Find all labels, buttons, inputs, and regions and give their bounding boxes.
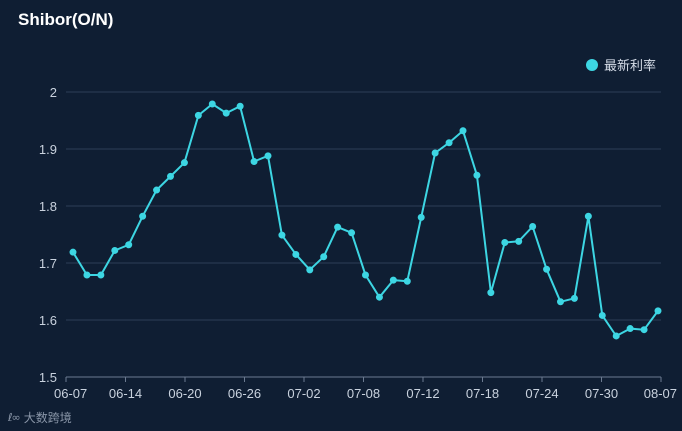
data-point bbox=[626, 325, 634, 333]
data-point bbox=[69, 248, 77, 256]
data-point bbox=[654, 307, 662, 315]
data-point bbox=[222, 109, 230, 117]
x-tick-label: 07-18 bbox=[466, 386, 499, 401]
x-tick-label: 07-24 bbox=[525, 386, 558, 401]
data-point bbox=[403, 277, 411, 285]
watermark: ℓ∞ 大数跨境 bbox=[8, 409, 72, 426]
data-point bbox=[236, 102, 244, 110]
data-point bbox=[278, 231, 286, 239]
watermark-text: 大数跨境 bbox=[23, 411, 72, 425]
data-point bbox=[612, 332, 620, 340]
data-point bbox=[125, 241, 133, 249]
data-point bbox=[445, 139, 453, 147]
data-point bbox=[334, 223, 342, 231]
data-point bbox=[83, 271, 91, 279]
data-point bbox=[264, 152, 272, 160]
data-point bbox=[292, 250, 300, 258]
x-tick-label: 06-14 bbox=[109, 386, 142, 401]
x-tick-label: 07-30 bbox=[585, 386, 618, 401]
data-point bbox=[459, 127, 467, 135]
data-point bbox=[640, 326, 648, 334]
data-point bbox=[111, 246, 119, 254]
data-point bbox=[97, 271, 105, 279]
series-line bbox=[72, 103, 659, 337]
logo-icon: ℓ∞ bbox=[8, 411, 21, 424]
x-tick-label: 07-12 bbox=[406, 386, 439, 401]
y-tick-label: 1.7 bbox=[39, 256, 57, 271]
x-tick-label: 06-07 bbox=[54, 386, 87, 401]
data-point bbox=[153, 186, 161, 194]
data-point bbox=[557, 298, 564, 306]
chart-title: Shibor(O/N) bbox=[18, 10, 114, 29]
data-point bbox=[389, 276, 397, 284]
data-point bbox=[501, 238, 509, 246]
data-point bbox=[570, 294, 578, 302]
data-point bbox=[375, 293, 383, 301]
data-point bbox=[543, 265, 551, 273]
legend[interactable]: 最新利率 bbox=[585, 55, 656, 74]
data-point bbox=[139, 212, 147, 220]
data-point bbox=[194, 111, 202, 119]
data-point bbox=[529, 223, 537, 231]
x-tick-label: 08-07 bbox=[644, 386, 677, 401]
x-tick-label: 06-26 bbox=[228, 386, 261, 401]
data-point bbox=[306, 266, 314, 274]
x-tick-label: 07-02 bbox=[287, 386, 320, 401]
data-point bbox=[348, 229, 356, 237]
data-point bbox=[487, 289, 495, 297]
data-point bbox=[362, 271, 369, 279]
y-tick-label: 2 bbox=[50, 85, 57, 100]
y-tick-label: 1.6 bbox=[39, 313, 57, 328]
data-point bbox=[250, 158, 258, 166]
data-point bbox=[431, 149, 439, 157]
x-tick-label: 07-08 bbox=[347, 386, 380, 401]
y-tick-label: 1.5 bbox=[39, 370, 57, 385]
data-point bbox=[167, 172, 174, 180]
x-tick-label: 06-20 bbox=[168, 386, 201, 401]
y-tick-label: 1.9 bbox=[39, 142, 57, 157]
legend-label: 最新利率 bbox=[603, 58, 656, 73]
data-point bbox=[584, 212, 592, 220]
data-point bbox=[515, 237, 523, 245]
data-point bbox=[208, 100, 216, 108]
data-point bbox=[180, 159, 188, 167]
y-tick-label: 1.8 bbox=[39, 199, 57, 214]
data-point bbox=[598, 311, 606, 319]
data-point bbox=[417, 213, 425, 221]
data-point bbox=[473, 171, 481, 179]
data-point bbox=[320, 253, 328, 261]
legend-marker bbox=[585, 58, 598, 71]
